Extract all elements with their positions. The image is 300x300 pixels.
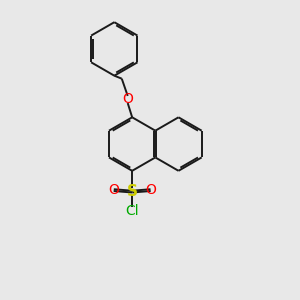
Text: O: O: [122, 92, 133, 106]
Text: S: S: [127, 184, 138, 199]
Text: Cl: Cl: [125, 204, 139, 218]
Text: O: O: [108, 183, 119, 197]
Text: O: O: [145, 183, 156, 197]
